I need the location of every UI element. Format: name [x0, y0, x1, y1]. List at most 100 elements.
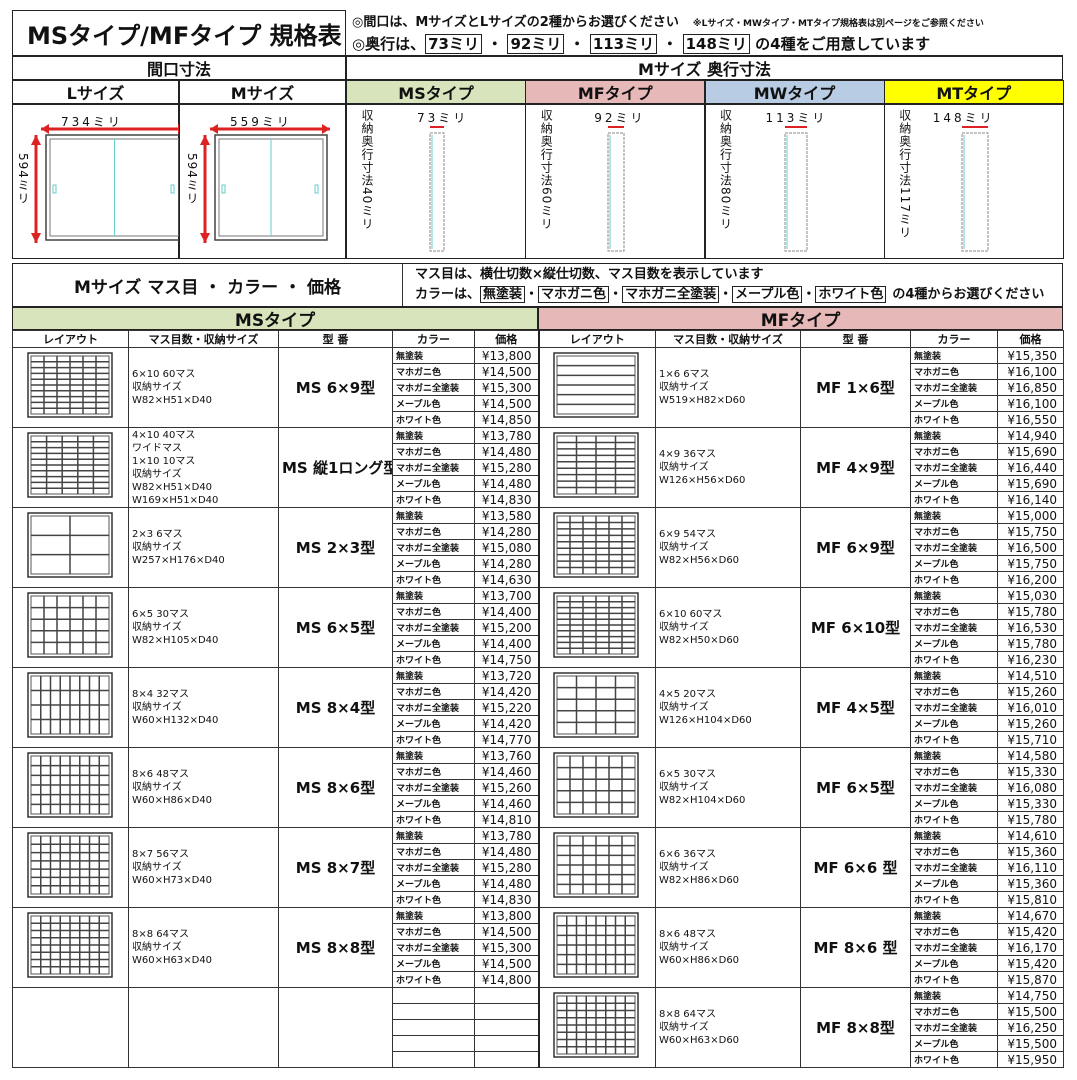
price: ¥16,530 — [997, 619, 1064, 636]
price: ¥13,800 — [474, 907, 539, 924]
price: ¥13,720 — [474, 667, 539, 684]
price: ¥14,400 — [474, 635, 539, 652]
price — [474, 1051, 539, 1068]
color-name: メープル色 — [910, 635, 998, 652]
desc-line: W169×H51×D40 — [132, 494, 219, 506]
grid-and-size: 8×8 64マス 収納サイズ W60×H63×D40 — [128, 907, 279, 988]
color-name: メープル色 — [910, 1035, 998, 1052]
model-number: MF 8×8型 — [800, 987, 911, 1068]
color-name: マホガニ色 — [910, 923, 998, 940]
grid-and-size: 2×3 6マス 収納サイズ W257×H176×D40 — [128, 507, 279, 588]
layout-cell — [537, 907, 656, 988]
price: ¥14,500 — [474, 395, 539, 412]
table-row: メープル色 ¥14,480 メープル色 ¥15,360 — [13, 875, 1064, 892]
desc-line: W257×H176×D40 — [132, 555, 225, 566]
grid-and-size: 4×10 40マス ワイドマス 1×10 10マス 収納サイズ W82×H51×D40 W… — [128, 427, 279, 508]
desc-line: 収納サイズ — [659, 862, 709, 873]
grid-and-size: 8×8 64マス 収納サイズ W60×H63×D60 — [655, 987, 801, 1068]
layout-cell — [12, 427, 129, 508]
desc-line: W82×H86×D60 — [659, 875, 740, 886]
color-option: メープル色 — [732, 286, 803, 303]
price: ¥16,500 — [997, 539, 1064, 556]
layout-grid-icon — [26, 432, 113, 498]
depth-title: Mサイズ 奥行寸法 — [346, 56, 1063, 80]
layout-cell — [537, 667, 656, 748]
price: ¥14,500 — [474, 955, 539, 972]
model-number: MF 4×9型 — [800, 427, 911, 508]
table-row: 8×7 56マス 収納サイズ W60×H73×D40 MS 8×7型 無塗装 ¥13,78… — [12, 827, 1064, 908]
color-name: ホワイト色 — [910, 571, 998, 588]
table-row: マホガニ全塗装 ¥16,250 — [13, 1019, 1064, 1036]
price: ¥14,850 — [474, 411, 539, 428]
price: ¥15,280 — [474, 459, 539, 476]
price: ¥15,780 — [997, 635, 1064, 652]
ms-type-header: MSタイプ — [12, 307, 538, 331]
color-option: マホガニ色 — [538, 286, 610, 303]
model-number: MS 8×4型 — [278, 667, 393, 748]
table-row: メープル色 ¥15,500 — [13, 1035, 1064, 1052]
price: ¥14,420 — [474, 715, 539, 732]
price: ¥13,700 — [474, 587, 539, 604]
color-name — [392, 1035, 475, 1052]
grid-note: マス目は、横仕切数×縦仕切数、マス目数を表示しています — [415, 267, 764, 282]
color-name: マホガニ色 — [392, 603, 475, 620]
color-name: マホガニ色 — [392, 843, 475, 860]
size-header: Mサイズ — [179, 80, 346, 104]
price: ¥14,830 — [474, 491, 539, 508]
color-name: メープル色 — [392, 395, 475, 412]
price: ¥14,750 — [997, 987, 1064, 1004]
layout-cell — [537, 747, 656, 828]
layout-cell — [537, 507, 656, 588]
grid-and-size: 8×4 32マス 収納サイズ W60×H132×D40 — [128, 667, 279, 748]
layout-grid-icon — [553, 512, 639, 578]
table-row: マホガニ全塗装 ¥15,300 マホガニ全塗装 ¥16,170 — [13, 939, 1064, 956]
color-name: 無塗装 — [910, 507, 998, 524]
table-row: ホワイト色 ¥15,950 — [13, 1051, 1064, 1068]
price: ¥13,580 — [474, 507, 539, 524]
color-name: マホガニ色 — [910, 523, 998, 540]
price: ¥15,750 — [997, 523, 1064, 540]
layout-grid-icon — [553, 912, 639, 978]
desc-line: W82×H51×D40 — [132, 395, 213, 406]
layout-cell — [12, 667, 129, 748]
price: ¥15,810 — [997, 891, 1064, 908]
price: ¥15,350 — [997, 347, 1064, 364]
grid-and-size: 6×10 60マス 収納サイズ W82×H50×D60 — [655, 587, 801, 668]
color-name: ホワイト色 — [392, 651, 475, 668]
desc-line: W60×H86×D60 — [659, 955, 740, 966]
color-name: マホガニ全塗装 — [910, 699, 998, 716]
color-name: マホガニ全塗装 — [392, 619, 475, 636]
layout-cell — [537, 587, 656, 668]
price: ¥15,500 — [997, 1003, 1064, 1020]
price: ¥16,250 — [997, 1019, 1064, 1036]
price-table: レイアウト マス目数・収納サイズ型 番カラー 価格 レイアウト マス目数・収納サイズ型 … — [12, 330, 1064, 1068]
depth-option: 148ミリ — [682, 34, 750, 54]
color-name: マホガニ色 — [910, 843, 998, 860]
color-name: メープル色 — [910, 555, 998, 572]
color-name: マホガニ色 — [392, 923, 475, 940]
color-name: 無塗装 — [910, 587, 998, 604]
color-name: マホガニ全塗装 — [910, 779, 998, 796]
color-option: 無塗装 — [480, 286, 526, 303]
desc-line: 4×9 36マス — [659, 449, 717, 460]
note-other-pages: ※Lサイズ・MWタイプ・MTタイプ規格表は別ページをご参照ください — [692, 19, 984, 29]
desc-line: 6×10 60マス — [132, 369, 196, 380]
storage-depth-label: 収納奥行寸法80ミリ — [718, 109, 733, 231]
color-name: マホガニ全塗装 — [392, 859, 475, 876]
price: ¥15,420 — [997, 923, 1064, 940]
table-row: マホガニ色 ¥14,480 マホガニ色 ¥15,360 — [13, 843, 1064, 860]
color-name: マホガニ色 — [392, 683, 475, 700]
color-name: メープル色 — [910, 395, 998, 412]
price: ¥15,420 — [997, 955, 1064, 972]
grid-and-size: 8×6 48マス 収納サイズ W60×H86×D60 — [655, 907, 801, 988]
model-number: MS 8×6型 — [278, 747, 393, 828]
depth-option: 73ミリ — [425, 34, 482, 54]
model-number — [278, 987, 393, 1068]
color-name — [392, 1003, 475, 1020]
color-name: マホガニ色 — [910, 443, 998, 460]
price: ¥15,330 — [997, 763, 1064, 780]
color-name: ホワイト色 — [392, 411, 475, 428]
color-name: マホガニ色 — [392, 443, 475, 460]
layout-grid-icon — [553, 352, 639, 418]
price: ¥15,260 — [474, 779, 539, 796]
